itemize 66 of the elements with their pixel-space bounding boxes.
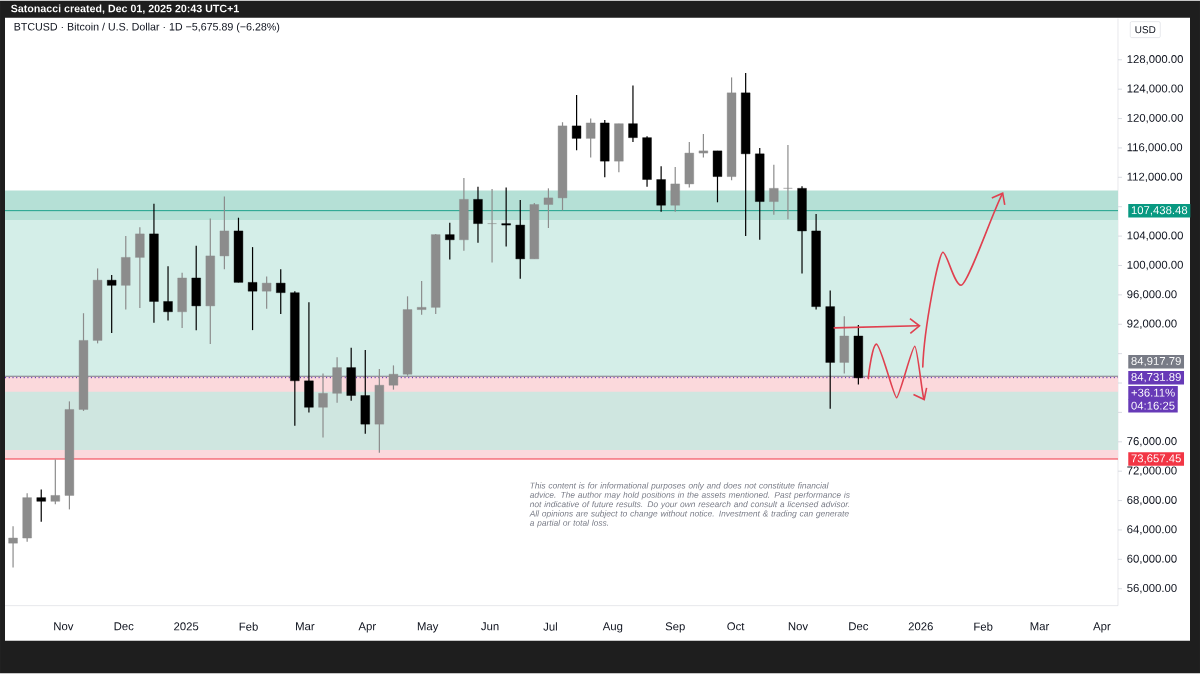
candlestick: [50, 459, 60, 506]
y-tick-label: 68,000.00: [1127, 496, 1177, 506]
candlestick: [670, 166, 680, 213]
candlestick: [501, 187, 511, 248]
y-axis-title: USD: [1135, 26, 1156, 34]
y-tick-label: 64,000.00: [1127, 525, 1177, 535]
candlestick: [783, 144, 793, 220]
annotation: This content is for informational purposes only and does not constitute financial advice. The author may hold positions in the assets mentioned. Past performance is not indicative of future results. Do your own research and consult a licensed advisor. All opinions are subject to change without notice. Investment & trading can generate a partial or total loss.: [529, 482, 850, 528]
x-tick-label: Dec: [114, 622, 134, 631]
chart-title: BTCUSD · Bitcoin / U.S. Dollar · 1D −5,675.89 (−6.28%): [14, 22, 280, 33]
x-tick-label: Nov: [54, 622, 74, 631]
x-tick-label: Sep: [665, 622, 685, 633]
candlestick: [163, 265, 173, 322]
text: +36.11%: [1131, 388, 1175, 397]
x-tick-label: May: [417, 622, 439, 633]
ref-line-label: 107,438.48: [1131, 206, 1188, 216]
y-tick-label: 120,000.00: [1127, 114, 1183, 124]
ref-line-label: 73,657.45: [1131, 454, 1181, 464]
text: 04:16:25: [1131, 401, 1175, 410]
x-tick-label: 2026: [908, 622, 933, 631]
y-tick-label: 96,000.00: [1127, 290, 1177, 300]
y-tick-label: 116,000.00: [1127, 143, 1183, 153]
x-tick-label: Mar: [1030, 622, 1050, 631]
candlestick: [247, 246, 258, 331]
x-tick-label: Mar: [296, 622, 315, 631]
x-tick-label: Nov: [788, 622, 809, 631]
y-tick-label: 76,000.00: [1127, 437, 1177, 447]
x-tick-label: Jul: [543, 622, 557, 631]
chart-subtitle: Satonacci created, Dec 01, 2025 20:43 UTC+1: [11, 4, 239, 14]
x-tick-label: Aug: [602, 622, 623, 633]
x-tick-label: Feb: [239, 622, 258, 631]
candlestick: [388, 364, 399, 391]
y-tick-label: 112,000.00: [1127, 172, 1183, 183]
y-tick-label: 100,000.00: [1127, 260, 1183, 271]
candlestick: [276, 268, 286, 315]
candlestick: [445, 222, 455, 261]
y-tick-label: 92,000.00: [1127, 319, 1177, 330]
candlestick: [262, 276, 272, 310]
y-tick-label: 124,000.00: [1127, 84, 1183, 95]
candlestick: [698, 133, 709, 159]
candlestick: [107, 274, 117, 334]
candlestick: [8, 525, 18, 569]
x-tick-label: Oct: [727, 622, 745, 631]
candlestick: [135, 226, 145, 309]
y-tick-label: 128,000.00: [1127, 55, 1183, 65]
candlestick: [36, 489, 46, 523]
x-tick-label: Feb: [974, 622, 993, 631]
candlestick: [487, 188, 497, 264]
candlestick: [628, 85, 638, 143]
candlestick: [586, 118, 596, 159]
y-tick-label: 104,000.00: [1127, 231, 1183, 241]
x-tick-label: Dec: [849, 622, 869, 631]
y-tick-label: 72,000.00: [1127, 466, 1177, 477]
x-tick-label: 2025: [174, 622, 199, 631]
ref-line-label: 84,917.79: [1131, 357, 1181, 367]
y-tick-label: 60,000.00: [1127, 554, 1177, 565]
candlestick: [318, 373, 328, 439]
candlestick: [769, 164, 779, 216]
candlestick: [543, 187, 554, 229]
ref-line-label: 84,731.89: [1131, 373, 1181, 383]
candlestick: [571, 94, 582, 151]
x-tick-label: Apr: [358, 622, 376, 633]
candlestick: [417, 280, 427, 316]
x-tick-label: Jun: [481, 622, 499, 631]
x-tick-label: Apr: [1093, 622, 1111, 633]
y-tick-label: 56,000.00: [1127, 584, 1177, 594]
